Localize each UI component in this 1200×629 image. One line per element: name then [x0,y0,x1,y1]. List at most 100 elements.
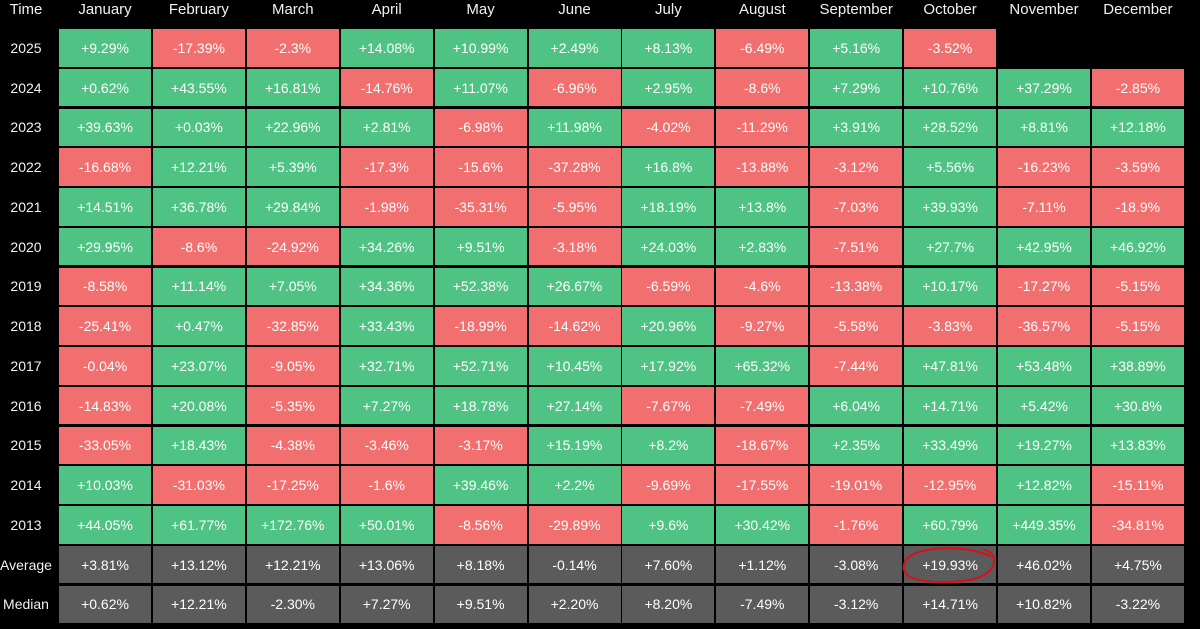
return-cell: -9.27% [716,307,809,345]
row-label-2021: 2021 [10,198,42,215]
return-cell: +10.76% [904,68,997,107]
return-cell: -31.03% [152,466,245,504]
return-cell: -18.99% [434,307,527,345]
return-cell: -16.23% [998,148,1090,186]
month-header-january: January [78,1,132,18]
return-cell: +53.48% [998,347,1090,385]
return-cell: -2.30% [246,585,339,623]
return-cell: -7.67% [622,386,715,425]
return-cell: -15.11% [1091,466,1184,504]
return-cell: +33.49% [904,426,997,464]
return-cell: +34.36% [340,267,433,305]
return-cell: +36.78% [152,188,245,226]
month-header-may: May [466,1,495,18]
return-cell: -18.67% [716,426,809,464]
return-cell: -8.58% [59,267,151,305]
row-label-2025: 2025 [10,39,42,56]
row-label-2015: 2015 [10,437,42,454]
month-header-february: February [168,1,229,18]
return-cell: +2.2% [528,466,621,504]
month-header-december: December [1103,1,1173,18]
stat-label-median: Median [3,596,49,613]
return-cell: +17.92% [622,347,715,385]
return-cell: +38.89% [1091,347,1184,385]
return-cell: +2.49% [528,29,621,67]
stat-label-average: Average [0,556,52,573]
return-cell: +10.17% [904,267,997,305]
return-cell: +8.2% [622,426,715,464]
return-cell: -3.18% [528,227,621,266]
return-cell: -33.05% [59,426,151,464]
return-cell: +9.51% [434,227,527,266]
return-cell: -1.6% [340,466,433,504]
return-cell: -8.56% [434,506,527,544]
return-cell: -8.6% [716,68,809,107]
return-cell: +18.19% [622,188,715,226]
return-cell: +43.55% [152,68,245,107]
return-cell: +7.05% [246,267,339,305]
row-label-2019: 2019 [10,278,42,295]
return-cell: -3.12% [810,585,903,623]
return-cell: -13.88% [716,148,809,186]
return-cell: +9.6% [622,506,715,544]
return-cell: -6.59% [622,267,715,305]
return-cell: +2.20% [528,585,621,623]
return-cell: +2.35% [810,426,903,464]
return-cell: +0.47% [152,307,245,345]
return-cell: +5.16% [810,29,903,67]
return-cell: -6.96% [528,68,621,107]
return-cell: -29.89% [528,506,621,544]
return-cell: +60.79% [904,506,997,544]
return-cell: -3.12% [810,148,903,186]
return-cell: +7.27% [340,585,433,623]
return-cell: +5.39% [246,148,339,186]
return-cell: +4.75% [1091,545,1184,584]
return-cell: +12.82% [998,466,1090,504]
row-label-2018: 2018 [10,318,42,334]
return-cell: +10.45% [528,347,621,385]
return-cell: +449.35% [998,506,1090,544]
return-cell: -14.62% [528,307,621,345]
return-cell: -7.49% [716,585,809,623]
return-cell: +9.51% [434,585,527,623]
row-label-2022: 2022 [10,159,42,175]
month-header-october: October [923,1,977,18]
return-cell: +11.98% [528,108,621,146]
return-cell: -36.57% [998,307,1090,345]
return-cell: -4.38% [246,426,339,464]
return-cell: +0.62% [59,68,151,107]
return-cell: +27.14% [528,386,621,425]
return-cell: -3.22% [1091,585,1184,623]
return-cell: +8.20% [622,585,715,623]
return-cell: +50.01% [340,506,433,544]
return-cell: -0.04% [59,347,151,385]
return-cell: +1.12% [716,545,809,584]
row-label-2020: 2020 [10,238,42,255]
return-cell: -35.31% [434,188,527,226]
return-cell: -1.76% [810,506,903,544]
return-cell: -34.81% [1091,506,1184,544]
return-cell: +5.42% [998,386,1090,425]
return-cell: +0.03% [152,108,245,146]
return-cell: -16.68% [59,148,151,186]
return-cell: +13.8% [716,188,809,226]
return-cell: +39.63% [59,108,151,146]
month-header-september: September [819,1,893,18]
return-cell: +16.81% [246,68,339,107]
return-cell: +65.32% [716,347,809,385]
return-cell: -7.51% [810,227,903,266]
return-cell: -9.05% [246,347,339,385]
return-cell: +19.93% [904,545,997,584]
return-cell: +5.56% [904,148,997,186]
return-cell: +15.19% [528,426,621,464]
return-cell: +37.29% [998,68,1090,107]
return-cell: +20.08% [152,386,245,425]
return-cell: +42.95% [998,227,1090,266]
return-cell: +44.05% [59,506,151,544]
return-cell: -25.41% [59,307,151,345]
return-cell: +27.7% [904,227,997,266]
return-cell: -18.9% [1091,188,1184,226]
month-header-march: March [271,1,314,18]
return-cell: -13.38% [810,267,903,305]
